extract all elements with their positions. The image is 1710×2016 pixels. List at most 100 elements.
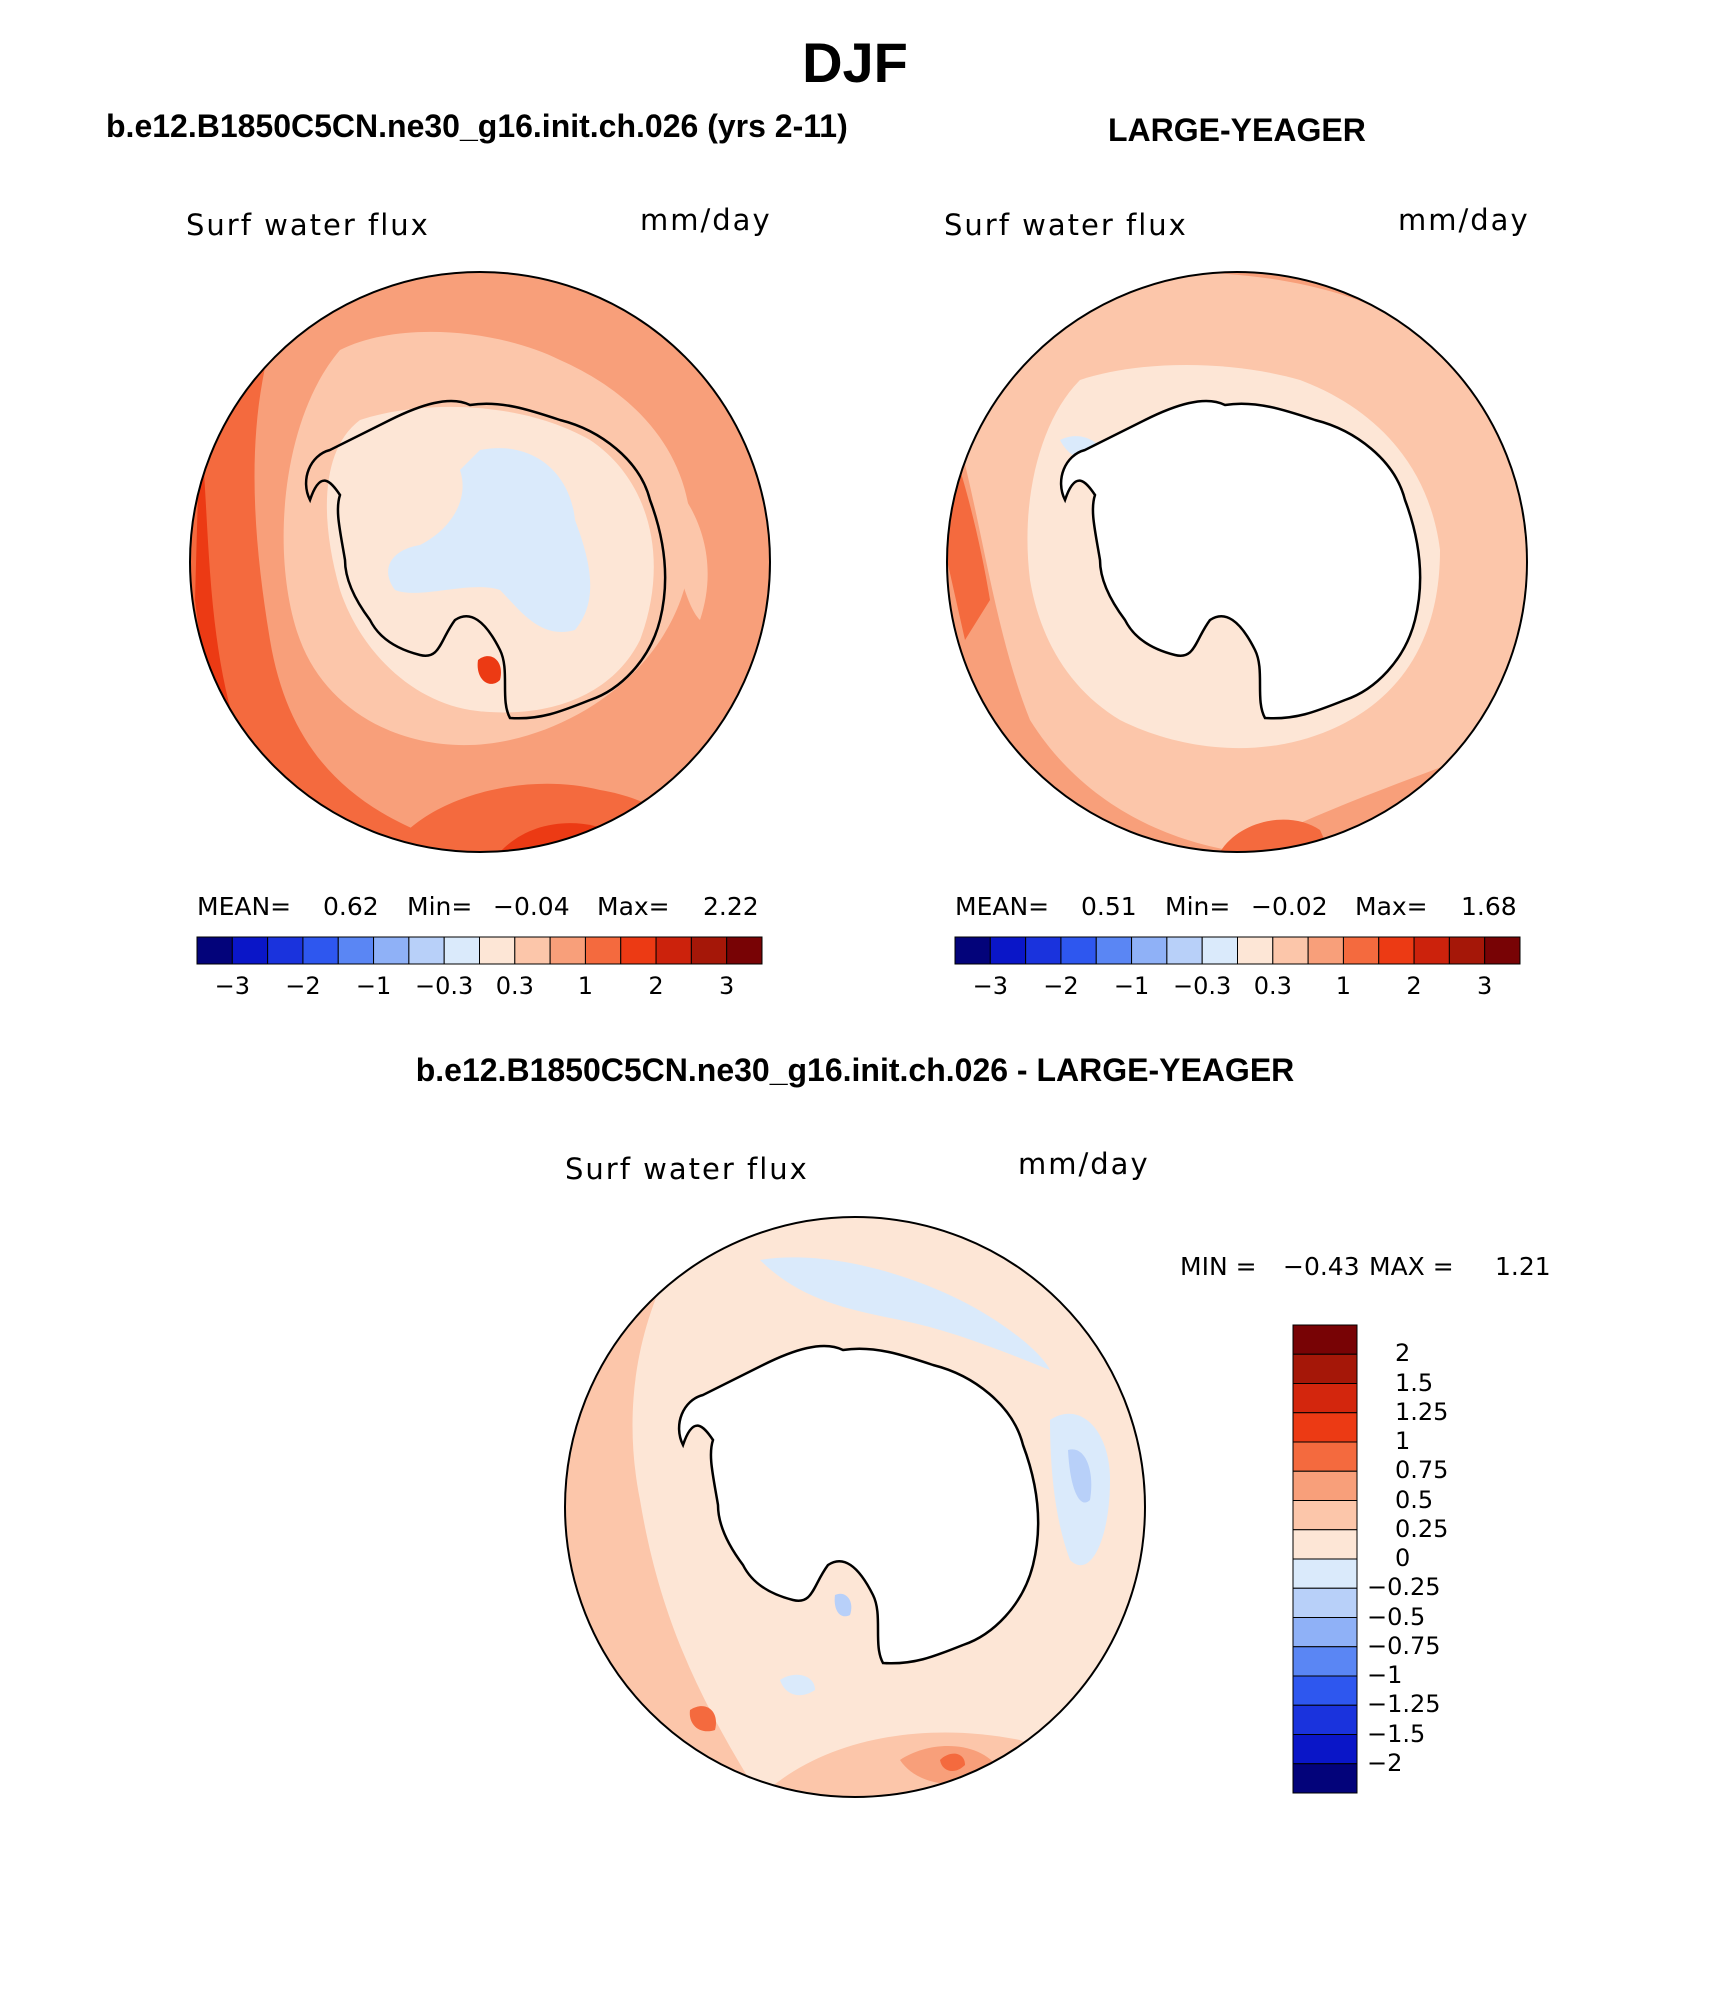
min-label: Min= <box>1165 892 1231 921</box>
colorbar-box <box>1292 1617 1358 1648</box>
colorbars <box>196 936 1521 1794</box>
min-label: MIN = <box>1180 1252 1257 1281</box>
colorbar-tick-label: 1.5 <box>1395 1368 1434 1397</box>
field-neg0.5-to-neg0.25 <box>834 1593 852 1617</box>
field-0.25-to-0.5 <box>565 1217 760 1797</box>
map-boundary <box>564 1216 1146 1798</box>
units-label: mm/day <box>640 203 772 237</box>
colorbar-box <box>989 936 1027 965</box>
field-neg0.3-to-0 <box>388 448 591 632</box>
min-value: −0.04 <box>493 892 570 921</box>
colorbar-tick-label: −2 <box>285 972 321 1000</box>
map-panel-diff <box>565 1217 1145 1797</box>
mean-value: 0.51 <box>1081 892 1137 921</box>
mean-label: MEAN= <box>955 892 1050 921</box>
colorbar-tick-label: 0 <box>1395 1544 1411 1572</box>
colorbar-box <box>690 936 728 965</box>
colorbar-box <box>620 936 657 965</box>
colorbar-box <box>1292 1646 1358 1677</box>
colorbar-box <box>1292 1675 1358 1706</box>
colorbar-tick-label: 0.3 <box>495 972 534 1000</box>
colorbar-box <box>726 936 763 965</box>
figure-title: DJF <box>802 31 908 94</box>
units-label: mm/day <box>1398 203 1530 237</box>
max-label: Max= <box>1355 892 1428 921</box>
colorbar-box <box>1292 1558 1358 1589</box>
field-neg0.5-to-neg0.25 <box>1068 1449 1092 1503</box>
map-boundary <box>946 271 1528 853</box>
colorbar-box <box>1166 936 1203 965</box>
panel-title-case: b.e12.B1850C5CN.ne30_g16.init.ch.026 (yr… <box>106 108 848 144</box>
colorbar-tick-label: −0.3 <box>415 972 474 1000</box>
field-1-to-2 <box>947 400 1240 852</box>
colorbar-box <box>1413 936 1450 965</box>
colorbar-box <box>1237 936 1274 965</box>
colorbar-box <box>1292 1734 1358 1765</box>
colorbar-box <box>1201 936 1238 965</box>
colorbar-tick-label: −0.25 <box>1367 1573 1441 1602</box>
colorbar-box <box>337 936 375 965</box>
colorbar-box <box>1292 1324 1358 1355</box>
colorbar-box <box>1292 1500 1358 1531</box>
colorbar-tick-label: 0.5 <box>1395 1485 1434 1514</box>
colorbar-tick-label: 2 <box>648 972 664 1000</box>
map-boundary <box>189 271 771 853</box>
field-neg0.25-to-0 <box>760 1257 1050 1370</box>
variable-label: Surf water flux <box>944 208 1188 242</box>
units-label: mm/day <box>1018 1147 1150 1181</box>
field-neg0.25-to-0 <box>780 1674 815 1696</box>
colorbar-box <box>1272 936 1309 965</box>
coastline <box>1059 399 1422 720</box>
colorbar-tick-label: 2 <box>1406 972 1422 1000</box>
colorbar-box <box>1060 936 1097 965</box>
colorbar-box <box>1095 936 1133 965</box>
colorbar-tick-label: 1.25 <box>1395 1397 1449 1426</box>
max-label: MAX = <box>1369 1252 1454 1281</box>
colorbar-box <box>196 936 233 965</box>
colorbar-tick-label: 1 <box>1395 1427 1411 1455</box>
colorbar-box <box>267 936 304 965</box>
colorbar-tick-label: 1 <box>577 972 594 1000</box>
colorbar-box <box>1307 936 1344 965</box>
field-3-plus <box>477 656 501 684</box>
colorbar-box <box>1448 936 1486 965</box>
max-value: 2.22 <box>703 892 759 921</box>
colorbar-tick-label: 0.25 <box>1395 1514 1449 1543</box>
colorbar-tick-label: 3 <box>719 972 735 1000</box>
colorbar-box <box>1484 936 1521 965</box>
colorbar-box <box>1131 936 1168 965</box>
map-panel-case <box>190 272 770 852</box>
colorbar-box <box>443 936 480 965</box>
panel-title-diff: b.e12.B1850C5CN.ne30_g16.init.ch.026 - L… <box>415 1052 1295 1088</box>
min-label: Min= <box>407 892 473 921</box>
colorbar-tick-label: −1 <box>355 972 392 1000</box>
colorbar-tick-label: 3 <box>1477 972 1493 1000</box>
colorbar-tick-label: −2 <box>1367 1748 1403 1777</box>
colorbar-box <box>1292 1470 1358 1501</box>
colorbar-tick-label: −0.75 <box>1367 1631 1441 1660</box>
colorbar-box <box>1292 1587 1358 1618</box>
colorbar-tick-label: 1 <box>1335 972 1352 1000</box>
colorbar-box <box>408 936 445 965</box>
mean-value: 0.62 <box>323 892 379 921</box>
variable-label: Surf water flux <box>565 1152 809 1186</box>
colorbar-box <box>1292 1441 1358 1472</box>
coastline <box>304 399 667 720</box>
colorbar-box <box>1292 1383 1358 1414</box>
max-value: 1.68 <box>1461 892 1517 921</box>
colorbar-tick-label: −3 <box>214 972 251 1000</box>
coastline <box>677 1344 1040 1665</box>
colorbar-box <box>302 936 339 965</box>
field-0.75-to-1 <box>940 1753 965 1772</box>
colorbar-tick-label: −1 <box>1113 972 1150 1000</box>
min-value: −0.02 <box>1251 892 1328 921</box>
colorbar-box <box>1378 936 1415 965</box>
colorbar-box <box>514 936 551 965</box>
mean-label: MEAN= <box>197 892 292 921</box>
colorbar-tick-label: −0.3 <box>1173 972 1232 1000</box>
colorbar-box <box>655 936 692 965</box>
colorbar-box <box>479 936 516 965</box>
colorbar-box <box>231 936 269 965</box>
colorbar-box <box>1025 936 1062 965</box>
